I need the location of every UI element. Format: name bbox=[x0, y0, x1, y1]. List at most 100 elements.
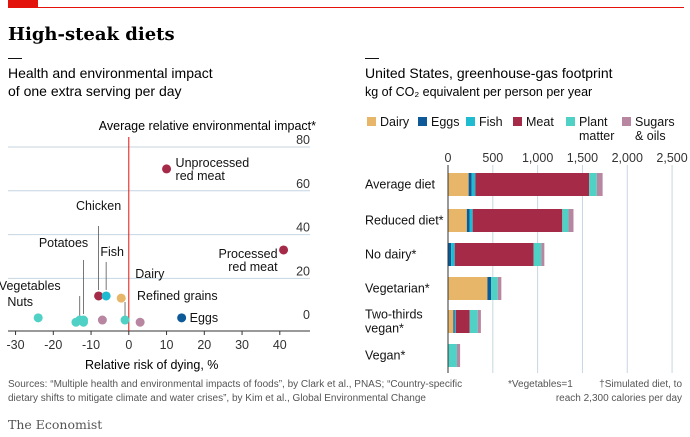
legend-label: Plant bbox=[579, 115, 608, 129]
scatter-y-tick-label: 20 bbox=[296, 264, 310, 278]
bar-category-label: vegan* bbox=[365, 322, 404, 336]
scatter-chart: Health and environmental impact of one e… bbox=[0, 58, 316, 372]
bar-segment bbox=[451, 243, 455, 266]
red-accent-bar bbox=[8, 0, 38, 7]
scatter-point-label: Refined grains bbox=[137, 289, 218, 303]
bar-category-label: Two-thirds bbox=[365, 308, 423, 322]
bar-segment bbox=[448, 310, 454, 333]
brand-logo: The Economist bbox=[8, 417, 102, 432]
legend-swatch bbox=[466, 117, 475, 126]
scatter-point-label: Vegetables bbox=[0, 279, 61, 293]
bar-x-tick-label: 0 bbox=[445, 151, 452, 165]
scatter-title-line-2: of one extra serving per day bbox=[8, 83, 182, 99]
bar-category-label: No dairy* bbox=[365, 248, 417, 262]
legend-label: & oils bbox=[635, 129, 666, 143]
bar-segment bbox=[453, 310, 455, 333]
bar-segment bbox=[497, 277, 502, 300]
scatter-x-tick-label: 10 bbox=[160, 338, 174, 352]
scatter-point bbox=[177, 313, 187, 323]
scatter-point bbox=[94, 291, 104, 301]
bar-segment bbox=[541, 243, 545, 266]
scatter-y-tick-label: 60 bbox=[296, 177, 310, 191]
legend-label: Dairy bbox=[380, 115, 410, 129]
scatter-point-label: Nuts bbox=[7, 295, 33, 309]
bar-segment bbox=[477, 310, 481, 333]
legend-label: Meat bbox=[526, 115, 554, 129]
bar-segment bbox=[448, 277, 488, 300]
bar-category-label: Reduced diet* bbox=[365, 214, 444, 228]
legend-label: matter bbox=[579, 129, 614, 143]
bar-category-label: Vegan* bbox=[365, 349, 405, 363]
bar-segment bbox=[468, 173, 472, 196]
scatter-point bbox=[116, 293, 126, 303]
scatter-point bbox=[33, 313, 43, 323]
scatter-point bbox=[120, 315, 130, 325]
legend-label: Sugars bbox=[635, 115, 675, 129]
scatter-x-tick-label: 30 bbox=[235, 338, 249, 352]
scatter-point-label: red meat bbox=[228, 260, 278, 274]
scatter-point-label: Unprocessed bbox=[176, 156, 250, 170]
bar-category-label: Vegetarian* bbox=[365, 282, 430, 296]
legend-label: Eggs bbox=[431, 115, 460, 129]
bar-segment bbox=[562, 209, 569, 232]
bar-segment bbox=[448, 173, 469, 196]
footnote-dagger-line-1: †Simulated diet, to bbox=[599, 379, 682, 390]
bar-segment bbox=[455, 310, 470, 333]
scatter-point-label: red meat bbox=[176, 169, 226, 183]
page-title: High-steak diets bbox=[8, 24, 175, 45]
scatter-point-label: Chicken bbox=[76, 199, 121, 213]
scatter-point bbox=[135, 317, 145, 327]
scatter-x-tick-label: -30 bbox=[7, 338, 25, 352]
bar-chart-title: United States, greenhouse-gas footprint bbox=[365, 65, 613, 81]
bar-segment bbox=[533, 243, 542, 266]
scatter-point bbox=[279, 245, 289, 255]
bar-segment bbox=[469, 209, 473, 232]
scatter-y-tick-label: 0 bbox=[303, 308, 310, 322]
legend-swatch bbox=[367, 117, 376, 126]
bar-segment bbox=[454, 310, 456, 333]
bar-segment bbox=[491, 277, 498, 300]
bar-segment bbox=[448, 209, 467, 232]
bar-segment bbox=[466, 209, 470, 232]
bar-segment bbox=[454, 243, 534, 266]
legend-swatch bbox=[622, 117, 631, 126]
legend-swatch bbox=[513, 117, 522, 126]
scatter-y-axis-label: Average relative environmental impact* bbox=[99, 119, 316, 133]
bar-x-tick-label: 500 bbox=[482, 151, 503, 165]
bar-x-tick-label: 1,500 bbox=[567, 151, 598, 165]
bar-segment bbox=[472, 209, 563, 232]
scatter-point-label: Potatoes bbox=[39, 236, 88, 250]
scatter-point-label: Dairy bbox=[135, 267, 165, 281]
scatter-point bbox=[162, 164, 172, 174]
bar-x-tick-label: 2,500 bbox=[656, 151, 687, 165]
footnote-dagger-line-2: reach 2,300 calories per day bbox=[556, 393, 682, 404]
scatter-point bbox=[101, 291, 111, 301]
bar-category-label: Average diet bbox=[365, 178, 435, 192]
scatter-x-tick-label: -10 bbox=[82, 338, 100, 352]
scatter-x-tick-label: -20 bbox=[44, 338, 62, 352]
bar-segment bbox=[448, 344, 457, 367]
bar-chart-subtitle: kg of CO₂ equivalent per person per year bbox=[365, 85, 592, 99]
scatter-point-label: Fish bbox=[100, 245, 124, 259]
bar-segment bbox=[487, 277, 492, 300]
scatter-y-tick-label: 80 bbox=[296, 133, 310, 147]
bar-x-tick-label: 2,000 bbox=[612, 151, 643, 165]
legend-label: Fish bbox=[479, 115, 503, 129]
sources-line-2: dietary shifts to mitigate climate and w… bbox=[8, 393, 426, 404]
scatter-title-line-1: Health and environmental impact bbox=[8, 65, 213, 81]
scatter-x-tick-label: 0 bbox=[125, 338, 132, 352]
bar-segment bbox=[596, 173, 603, 196]
scatter-point-label: Eggs bbox=[190, 311, 219, 325]
bar-segment bbox=[589, 173, 597, 196]
stacked-bar-chart: United States, greenhouse-gas footprint … bbox=[365, 58, 688, 373]
legend-swatch bbox=[566, 117, 575, 126]
bar-segment bbox=[568, 209, 574, 232]
sources-line-1: Sources: “Multiple health and environmen… bbox=[8, 379, 462, 390]
bar-segment bbox=[448, 243, 452, 266]
scatter-x-tick-label: 20 bbox=[197, 338, 211, 352]
scatter-point bbox=[79, 317, 88, 327]
scatter-x-tick-label: 40 bbox=[273, 338, 287, 352]
scatter-point bbox=[97, 315, 107, 325]
footnote-star: *Vegetables=1 bbox=[508, 379, 573, 390]
